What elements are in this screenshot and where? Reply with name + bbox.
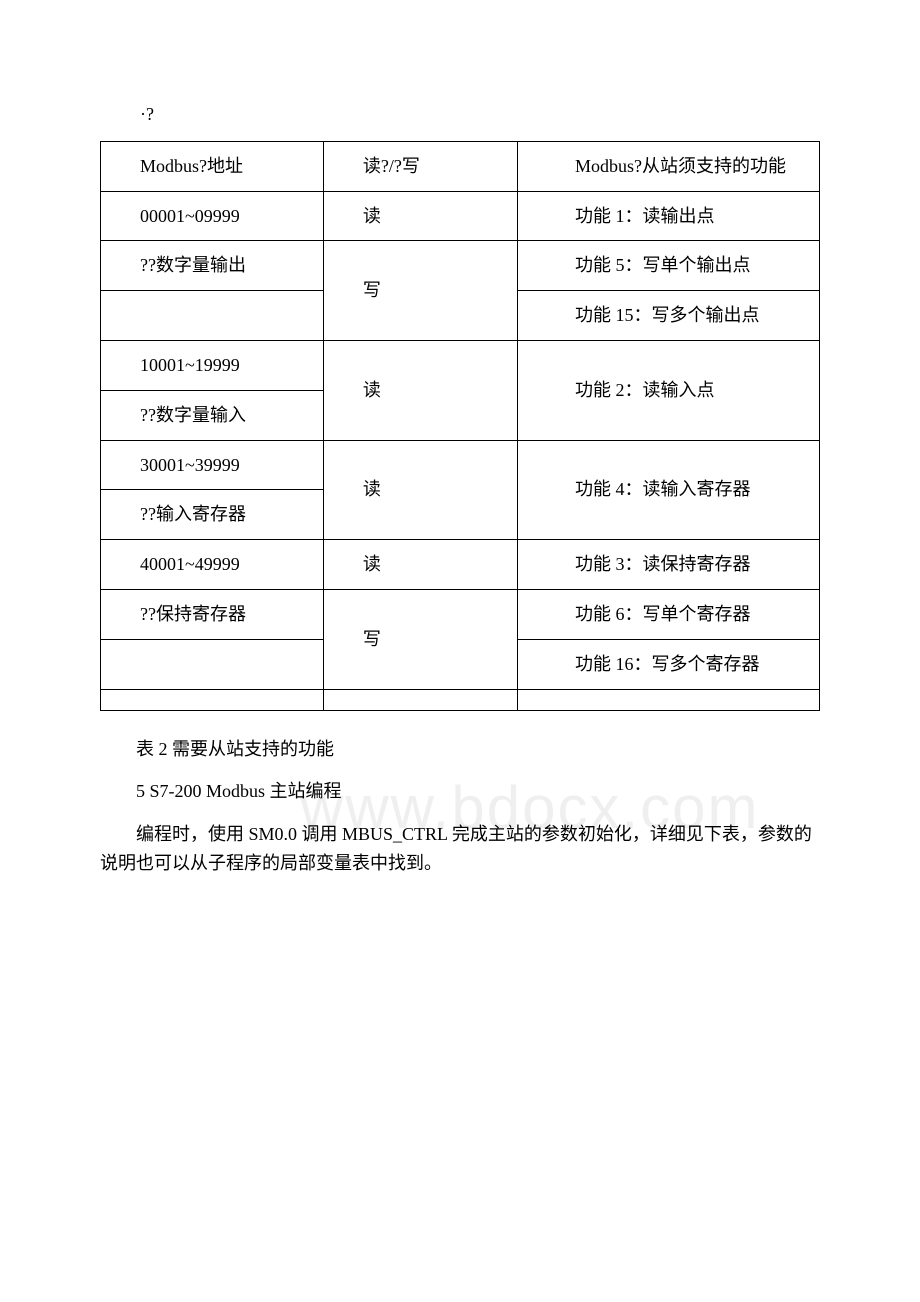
- table-caption: 表 2 需要从站支持的功能: [100, 735, 820, 764]
- cell-address: ??数字量输入: [101, 390, 324, 440]
- cell-function: 功能 3：读保持寄存器: [518, 540, 820, 590]
- cell-address: ??保持寄存器: [101, 589, 324, 639]
- cell-function: 功能 5：写单个输出点: [518, 241, 820, 291]
- bullet-line: ·?: [100, 100, 820, 129]
- cell-address: 30001~39999: [101, 440, 324, 490]
- cell-rw: 写: [323, 241, 517, 341]
- table-row: 40001~49999 读 功能 3：读保持寄存器: [101, 540, 820, 590]
- cell-rw: 读: [323, 540, 517, 590]
- cell-function: 功能 6：写单个寄存器: [518, 589, 820, 639]
- cell-function: 功能 1：读输出点: [518, 191, 820, 241]
- page: www.bdocx.com ·? Modbus?地址 读?/?写 Modbus?…: [100, 100, 820, 878]
- cell-rw: 写: [323, 589, 517, 689]
- table-row: 10001~19999 读 功能 2：读输入点: [101, 340, 820, 390]
- header-rw: 读?/?写: [323, 141, 517, 191]
- table-row: [101, 689, 820, 710]
- cell-rw: 读: [323, 340, 517, 440]
- table-header-row: Modbus?地址 读?/?写 Modbus?从站须支持的功能: [101, 141, 820, 191]
- table-row: 00001~09999 读 功能 1：读输出点: [101, 191, 820, 241]
- cell-address: 40001~49999: [101, 540, 324, 590]
- body-paragraph: 编程时，使用 SM0.0 调用 MBUS_CTRL 完成主站的参数初始化，详细见…: [100, 820, 820, 878]
- cell-rw: 读: [323, 191, 517, 241]
- header-address: Modbus?地址: [101, 141, 324, 191]
- cell-function: 功能 4：读输入寄存器: [518, 440, 820, 540]
- section-heading: 5 S7-200 Modbus 主站编程: [100, 777, 820, 806]
- table-row: 30001~39999 读 功能 4：读输入寄存器: [101, 440, 820, 490]
- cell-address: ??数字量输出: [101, 241, 324, 291]
- cell-address: 10001~19999: [101, 340, 324, 390]
- table-row: ??数字量输出 写 功能 5：写单个输出点: [101, 241, 820, 291]
- cell-rw: 读: [323, 440, 517, 540]
- modbus-table: Modbus?地址 读?/?写 Modbus?从站须支持的功能 00001~09…: [100, 141, 820, 711]
- header-function: Modbus?从站须支持的功能: [518, 141, 820, 191]
- cell-address: 00001~09999: [101, 191, 324, 241]
- cell-function: 功能 15：写多个输出点: [518, 291, 820, 341]
- cell-function: 功能 16：写多个寄存器: [518, 639, 820, 689]
- table-row: ??保持寄存器 写 功能 6：写单个寄存器: [101, 589, 820, 639]
- cell-address: ??输入寄存器: [101, 490, 324, 540]
- cell-address: [101, 689, 324, 710]
- cell-address: [101, 639, 324, 689]
- cell-rw: [323, 689, 517, 710]
- cell-function: 功能 2：读输入点: [518, 340, 820, 440]
- cell-function: [518, 689, 820, 710]
- cell-address: [101, 291, 324, 341]
